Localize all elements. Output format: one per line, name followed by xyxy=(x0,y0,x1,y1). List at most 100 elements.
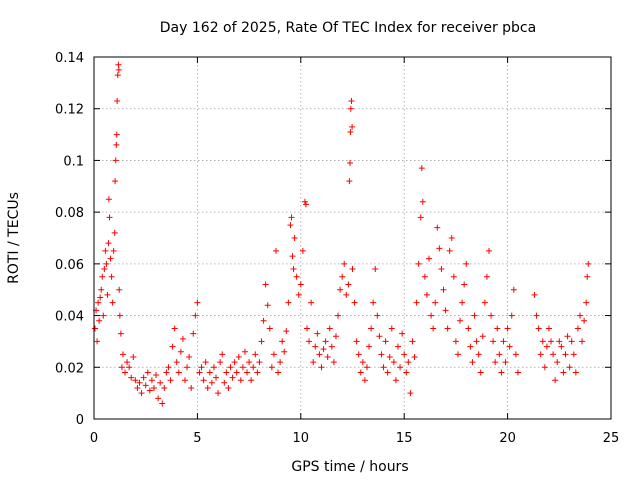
data-point xyxy=(281,348,288,355)
x-axis-label: GPS time / hours xyxy=(291,459,408,475)
data-point xyxy=(256,359,263,366)
data-point xyxy=(419,198,426,205)
data-point xyxy=(116,286,123,293)
axis-ticks xyxy=(93,56,612,420)
data-point xyxy=(113,141,120,148)
data-point xyxy=(277,359,284,366)
x-tick-label: 0 xyxy=(90,431,98,446)
data-point xyxy=(288,214,295,221)
data-point xyxy=(194,299,201,306)
data-point xyxy=(297,281,304,288)
data-point xyxy=(370,299,377,306)
data-point xyxy=(576,312,583,319)
data-point xyxy=(275,369,282,376)
data-point xyxy=(388,325,395,332)
data-point xyxy=(285,299,292,306)
data-point xyxy=(584,273,591,280)
data-point xyxy=(378,351,385,358)
data-point xyxy=(134,384,141,391)
data-point xyxy=(496,351,503,358)
data-point xyxy=(407,390,414,397)
data-point xyxy=(347,105,354,112)
data-point xyxy=(581,317,588,324)
data-point xyxy=(167,377,174,384)
data-point xyxy=(204,384,211,391)
data-point xyxy=(572,369,579,376)
data-point xyxy=(574,325,581,332)
data-point xyxy=(481,299,488,306)
data-point xyxy=(506,343,513,350)
data-point xyxy=(531,291,538,298)
data-point xyxy=(268,364,275,371)
data-point xyxy=(103,260,110,267)
x-tick-labels: 0 5 10 15 20 25 xyxy=(90,431,619,446)
data-point xyxy=(119,351,126,358)
data-point xyxy=(114,97,121,104)
data-point xyxy=(92,325,99,332)
data-point xyxy=(543,343,550,350)
data-point xyxy=(469,359,476,366)
data-point xyxy=(279,338,286,345)
data-point xyxy=(235,353,242,360)
data-point xyxy=(310,359,317,366)
data-point xyxy=(142,382,149,389)
data-point xyxy=(115,61,122,68)
y-tick-label: 0.08 xyxy=(55,206,84,221)
x-tick-label: 15 xyxy=(396,431,413,446)
data-point xyxy=(432,299,439,306)
data-point xyxy=(355,351,362,358)
data-point xyxy=(219,351,226,358)
data-point xyxy=(570,351,577,358)
data-point xyxy=(237,377,244,384)
data-point xyxy=(293,273,300,280)
data-point xyxy=(200,377,207,384)
data-point xyxy=(318,364,325,371)
data-point xyxy=(353,338,360,345)
data-point xyxy=(446,247,453,254)
data-point xyxy=(459,299,466,306)
data-point xyxy=(473,338,480,345)
data-point xyxy=(196,369,203,376)
data-point xyxy=(339,273,346,280)
data-point xyxy=(556,338,563,345)
data-point xyxy=(258,338,265,345)
data-point xyxy=(112,178,119,185)
data-point xyxy=(483,273,490,280)
data-point xyxy=(510,286,517,293)
data-point xyxy=(332,333,339,340)
data-point xyxy=(272,247,279,254)
data-point xyxy=(465,325,472,332)
data-point xyxy=(394,343,401,350)
data-point xyxy=(539,338,546,345)
data-point xyxy=(461,281,468,288)
data-point xyxy=(494,325,501,332)
data-point xyxy=(118,364,125,371)
data-point xyxy=(177,348,184,355)
data-point xyxy=(126,364,133,371)
grid-lines xyxy=(94,57,611,419)
data-point xyxy=(442,307,449,314)
x-tick-label: 25 xyxy=(603,431,620,446)
data-point xyxy=(157,379,164,386)
data-point xyxy=(403,369,410,376)
data-points xyxy=(92,61,592,407)
data-point xyxy=(380,364,387,371)
data-point xyxy=(98,286,105,293)
data-point xyxy=(421,273,428,280)
data-point xyxy=(114,72,121,79)
data-point xyxy=(363,364,370,371)
data-point xyxy=(122,369,129,376)
data-point xyxy=(579,338,586,345)
data-point xyxy=(535,325,542,332)
data-point xyxy=(349,123,356,130)
data-point xyxy=(417,214,424,221)
data-point xyxy=(99,273,106,280)
data-point xyxy=(341,260,348,267)
data-point xyxy=(295,291,302,298)
data-point xyxy=(116,312,123,319)
data-point xyxy=(106,214,113,221)
data-point xyxy=(347,160,354,167)
data-point xyxy=(411,353,418,360)
data-point xyxy=(490,338,497,345)
